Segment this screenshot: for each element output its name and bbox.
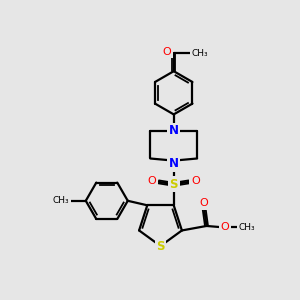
- Text: CH₃: CH₃: [238, 223, 255, 232]
- Text: S: S: [156, 240, 165, 253]
- Text: N: N: [169, 158, 179, 170]
- Text: N: N: [169, 124, 179, 137]
- Text: O: O: [200, 198, 208, 208]
- Text: O: O: [221, 222, 230, 232]
- Text: S: S: [169, 178, 178, 191]
- Text: O: O: [163, 47, 172, 57]
- Text: CH₃: CH₃: [191, 49, 208, 58]
- Text: CH₃: CH₃: [53, 196, 70, 205]
- Text: O: O: [148, 176, 157, 186]
- Text: O: O: [191, 176, 200, 186]
